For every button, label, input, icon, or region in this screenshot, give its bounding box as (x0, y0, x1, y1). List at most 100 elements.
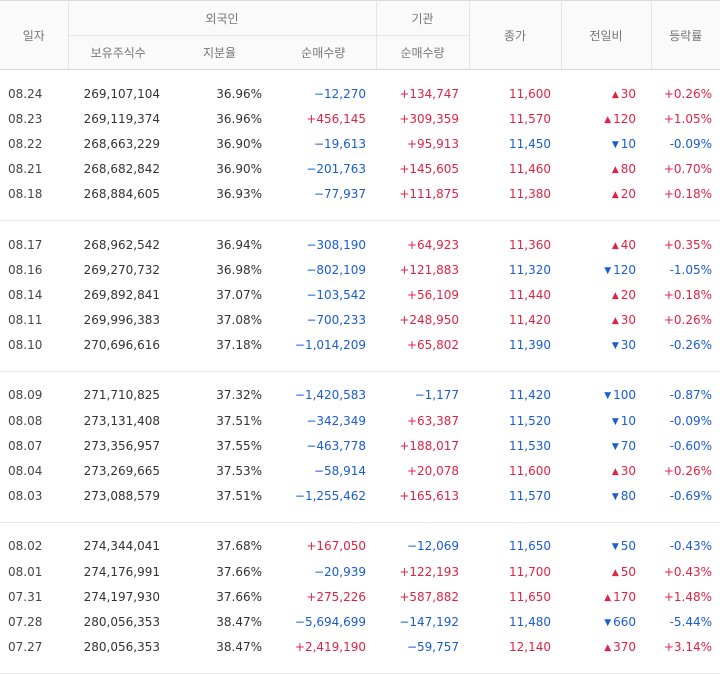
foreign-net-cell: −58,914 (313, 464, 367, 479)
change-value: 10 (620, 136, 637, 151)
change-cell: ▼ 100 (561, 383, 651, 408)
close-cell: 11,420 (509, 313, 552, 328)
holdings-cell: 268,884,605 (83, 187, 160, 202)
triangle-up-icon: ▲ (604, 643, 612, 654)
inst-net-cell: +63,387 (406, 413, 460, 428)
table-row: 08.07 273,356,957 37.55% −463,778 +188,017 11… (0, 433, 720, 458)
table-row: 08.10 270,696,616 37.18% −1,014,209 +65,802 1… (0, 333, 720, 358)
header-holdings: 보유주식수 (67, 35, 168, 70)
inst-net-cell: −1,177 (414, 388, 460, 403)
date-cell: 08.11 (8, 313, 43, 328)
holdings-cell: 269,270,732 (83, 262, 160, 277)
holdings-cell: 271,710,825 (83, 388, 160, 403)
change-cell: ▲ 80 (561, 157, 651, 182)
holdings-cell: 268,663,229 (83, 136, 160, 151)
inst-net-cell: +134,747 (399, 86, 460, 101)
inst-net-cell: +20,078 (406, 464, 460, 479)
inst-net-cell: +587,882 (399, 589, 460, 604)
group-divider (0, 206, 720, 221)
change-value: 120 (613, 111, 637, 126)
triangle-down-icon: ▼ (611, 416, 619, 427)
triangle-up-icon: ▲ (611, 190, 619, 201)
triangle-up-icon: ▲ (611, 165, 619, 176)
rate-cell: -0.43% (669, 539, 713, 554)
holdings-cell: 269,119,374 (83, 111, 160, 126)
table-row: 08.14 269,892,841 37.07% −103,542 +56,109 11,… (0, 282, 720, 307)
inst-net-cell: +95,913 (406, 136, 460, 151)
foreign-net-cell: −20,939 (313, 564, 367, 579)
holdings-cell: 269,892,841 (83, 287, 160, 302)
date-cell: 08.01 (8, 564, 43, 579)
rate-cell: +0.26% (663, 313, 713, 328)
ratio-cell: 37.07% (216, 287, 262, 302)
ratio-cell: 36.94% (216, 237, 262, 252)
holdings-cell: 269,107,104 (83, 86, 160, 101)
change-value: 120 (613, 262, 637, 277)
change-cell: ▼ 660 (561, 609, 651, 634)
rate-cell: +0.18% (663, 187, 713, 202)
holdings-cell: 274,176,991 (83, 564, 160, 579)
close-cell: 11,360 (509, 237, 552, 252)
rate-cell: -0.69% (669, 489, 713, 504)
change-value: 70 (620, 438, 637, 453)
change-value: 30 (620, 464, 637, 479)
date-cell: 08.22 (8, 136, 43, 151)
ratio-cell: 36.96% (216, 86, 262, 101)
change-cell: ▲ 370 (561, 635, 651, 660)
change-cell: ▲ 30 (561, 308, 651, 333)
inst-net-cell: +145,605 (399, 162, 460, 177)
triangle-up-icon: ▲ (604, 592, 612, 603)
close-cell: 11,450 (509, 136, 552, 151)
inst-net-cell: +165,613 (399, 489, 460, 504)
inst-net-cell: +122,193 (399, 564, 460, 579)
inst-net-cell: +309,359 (399, 111, 460, 126)
change-value: 660 (613, 614, 637, 629)
table-row: 08.21 268,682,842 36.90% −201,763 +145,605 11… (0, 157, 720, 182)
change-cell: ▲ 50 (561, 559, 651, 584)
foreign-net-cell: −12,270 (313, 86, 367, 101)
close-cell: 11,570 (509, 489, 552, 504)
close-cell: 11,480 (509, 614, 552, 629)
date-cell: 08.16 (8, 262, 43, 277)
change-cell: ▲ 20 (561, 182, 651, 207)
holdings-cell: 268,962,542 (83, 237, 160, 252)
close-cell: 11,320 (509, 262, 552, 277)
triangle-down-icon: ▼ (604, 617, 612, 628)
change-value: 40 (620, 237, 637, 252)
change-cell: ▼ 80 (561, 484, 651, 509)
foreign-net-cell: −342,349 (306, 413, 367, 428)
holdings-cell: 280,056,353 (83, 614, 160, 629)
date-cell: 08.24 (8, 86, 43, 101)
ratio-cell: 37.51% (216, 413, 262, 428)
triangle-down-icon: ▼ (611, 139, 619, 150)
change-cell: ▲ 120 (561, 106, 651, 131)
inst-net-cell: +56,109 (406, 287, 460, 302)
date-cell: 08.09 (8, 388, 43, 403)
table-row: 08.18 268,884,605 36.93% −77,937 +111,875 11,… (0, 182, 720, 207)
close-cell: 11,460 (509, 162, 552, 177)
change-value: 80 (620, 162, 637, 177)
ratio-cell: 36.93% (216, 187, 262, 202)
triangle-down-icon: ▼ (604, 391, 612, 402)
rate-cell: +0.18% (663, 287, 713, 302)
ratio-cell: 37.66% (216, 564, 262, 579)
foreign-net-cell: +167,050 (306, 539, 367, 554)
triangle-down-icon: ▼ (611, 492, 619, 503)
foreign-net-cell: +275,226 (306, 589, 367, 604)
rate-cell: -0.87% (669, 388, 713, 403)
close-cell: 11,530 (509, 438, 552, 453)
table-body: 08.24 269,107,104 36.96% −12,270 +134,747 11,… (0, 70, 720, 674)
change-value: 170 (613, 589, 637, 604)
inst-net-cell: +188,017 (399, 438, 460, 453)
header-rate: 등락률 (650, 0, 720, 70)
rate-cell: +1.05% (663, 111, 713, 126)
table-row: 08.01 274,176,991 37.66% −20,939 +122,193 11,… (0, 559, 720, 584)
table-row: 08.22 268,663,229 36.90% −19,613 +95,913 11,4… (0, 131, 720, 156)
table-row: 07.28 280,056,353 38.47% −5,694,699 −147,192… (0, 609, 720, 634)
close-cell: 11,650 (509, 539, 552, 554)
change-value: 10 (620, 413, 637, 428)
ratio-cell: 36.96% (216, 111, 262, 126)
inst-net-cell: +65,802 (406, 338, 460, 353)
change-cell: ▼ 120 (561, 257, 651, 282)
